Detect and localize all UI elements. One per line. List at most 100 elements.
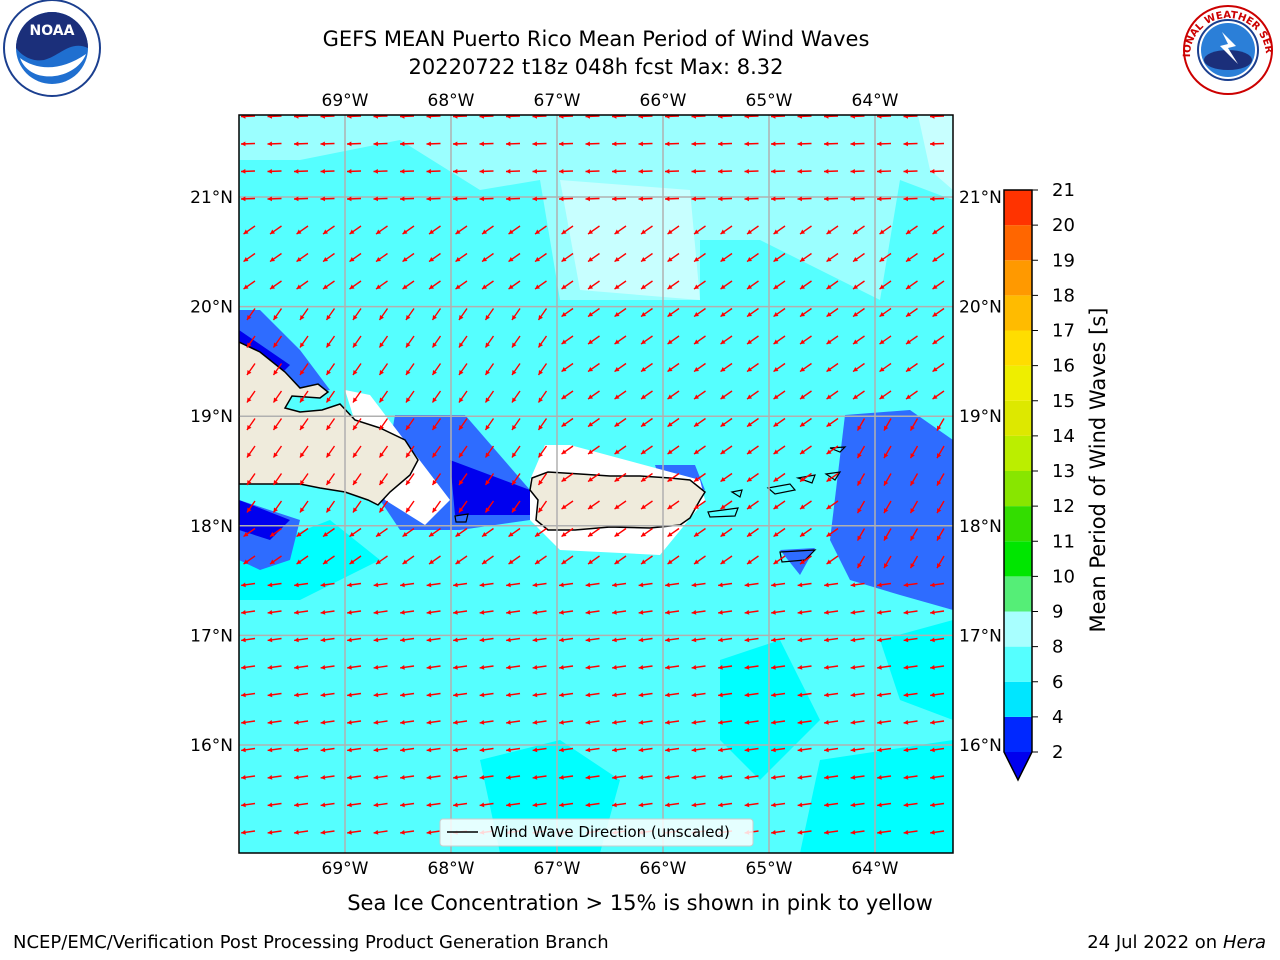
wind-arrow [929, 168, 945, 174]
wind-arrow [823, 168, 839, 174]
wind-arrow [347, 582, 362, 588]
wind-arrow [799, 472, 812, 483]
wind-arrow [346, 168, 362, 174]
wind-arrow [744, 692, 759, 698]
wind-arrow [426, 719, 441, 725]
wind-arrow [375, 555, 388, 565]
wind-arrow [458, 335, 468, 348]
wind-arrow [558, 141, 574, 147]
wind-arrow [852, 252, 865, 263]
wind-arrow [243, 225, 256, 235]
wind-arrow [267, 664, 282, 670]
wind-arrow [664, 196, 680, 202]
wind-arrow [453, 637, 468, 643]
wind-arrow [879, 335, 892, 345]
wind-arrow [905, 307, 918, 318]
lat-label-left: 16°N [190, 736, 233, 756]
wind-arrow [322, 280, 335, 290]
wind-arrow [614, 445, 627, 455]
wind-arrow [773, 335, 786, 345]
wind-arrow [614, 390, 627, 400]
wind-arrow [293, 141, 309, 147]
wind-arrow [325, 335, 336, 348]
colorbar-tick-label: 2 [1052, 742, 1063, 763]
wind-arrow [638, 582, 653, 588]
wind-arrow [744, 664, 759, 670]
wind-arrow [532, 196, 547, 202]
wind-arrow [932, 252, 945, 263]
wind-arrow [718, 719, 733, 725]
wind-arrow [294, 664, 309, 670]
wind-arrow [299, 335, 309, 348]
lon-label-bottom: 69°W [322, 859, 369, 879]
wind-arrow [799, 335, 812, 345]
wind-arrow [293, 115, 309, 119]
wind-arrow [294, 802, 309, 808]
colorbar-segment [1004, 400, 1032, 436]
wind-arrow [534, 527, 547, 538]
wind-arrow [799, 417, 812, 428]
wind-arrow [932, 225, 945, 235]
wind-arrow [561, 417, 574, 428]
wind-arrow [479, 609, 494, 615]
island-mona [454, 513, 469, 523]
wind-arrow [905, 280, 918, 290]
wind-arrow [850, 196, 865, 202]
wind-arrow [850, 747, 865, 753]
wind-arrow [400, 829, 415, 835]
wind-arrow [932, 390, 945, 400]
wind-arrow [532, 692, 547, 698]
wind-arrow [640, 307, 653, 318]
colorbar-segment [1004, 365, 1032, 401]
wind-arrow [458, 500, 468, 513]
wind-arrow [770, 196, 786, 202]
wind-arrow [826, 445, 839, 455]
wind-arrow [667, 555, 680, 565]
wind-arrow [665, 664, 680, 670]
wind-arrow [269, 252, 282, 263]
wind-arrow [640, 445, 653, 455]
wind-arrow [691, 637, 706, 643]
wind-arrow [272, 473, 283, 486]
wind-arrow [378, 390, 389, 403]
wind-arrow [585, 115, 600, 119]
wind-arrow [453, 664, 468, 670]
wind-arrow [267, 747, 282, 753]
wind-arrow [667, 280, 680, 290]
wind-arrow [532, 802, 547, 808]
wind-arrow [850, 609, 865, 615]
wind-arrow [484, 308, 495, 321]
wind-arrow [587, 500, 600, 510]
wind-arrow [720, 335, 733, 345]
wind-arrow [428, 252, 441, 263]
wind-arrow [691, 719, 706, 725]
wind-arrow [826, 527, 839, 538]
wind-arrow [744, 141, 759, 147]
colorbar-tick-label: 20 [1052, 215, 1075, 236]
colorbar-tick-label: 17 [1052, 321, 1075, 342]
wind-arrow [824, 637, 839, 643]
wind-arrow [375, 280, 388, 290]
wind-arrow [506, 582, 521, 588]
wind-arrow [320, 637, 335, 643]
wind-arrow [744, 802, 759, 808]
wind-arrow [320, 692, 335, 698]
wind-arrow [241, 747, 256, 753]
wind-arrow [746, 417, 759, 428]
ocean-patch-cyan-3 [800, 740, 953, 853]
wind-arrow [799, 555, 812, 565]
wind-arrow [826, 555, 839, 565]
sea-ice-note: Sea Ice Concentration > 15% is shown in … [347, 891, 933, 915]
wind-arrow [241, 664, 256, 670]
wind-arrow [269, 225, 282, 235]
wind-arrow [399, 115, 415, 119]
wind-arrow [614, 362, 627, 373]
wind-arrow [850, 829, 865, 835]
wind-arrow [481, 527, 494, 538]
wind-arrow [852, 280, 865, 290]
wind-arrow [322, 225, 335, 235]
wind-arrow [352, 390, 362, 403]
wind-arrow [903, 115, 918, 119]
wind-arrow [479, 115, 494, 119]
wind-arrow [373, 141, 388, 147]
